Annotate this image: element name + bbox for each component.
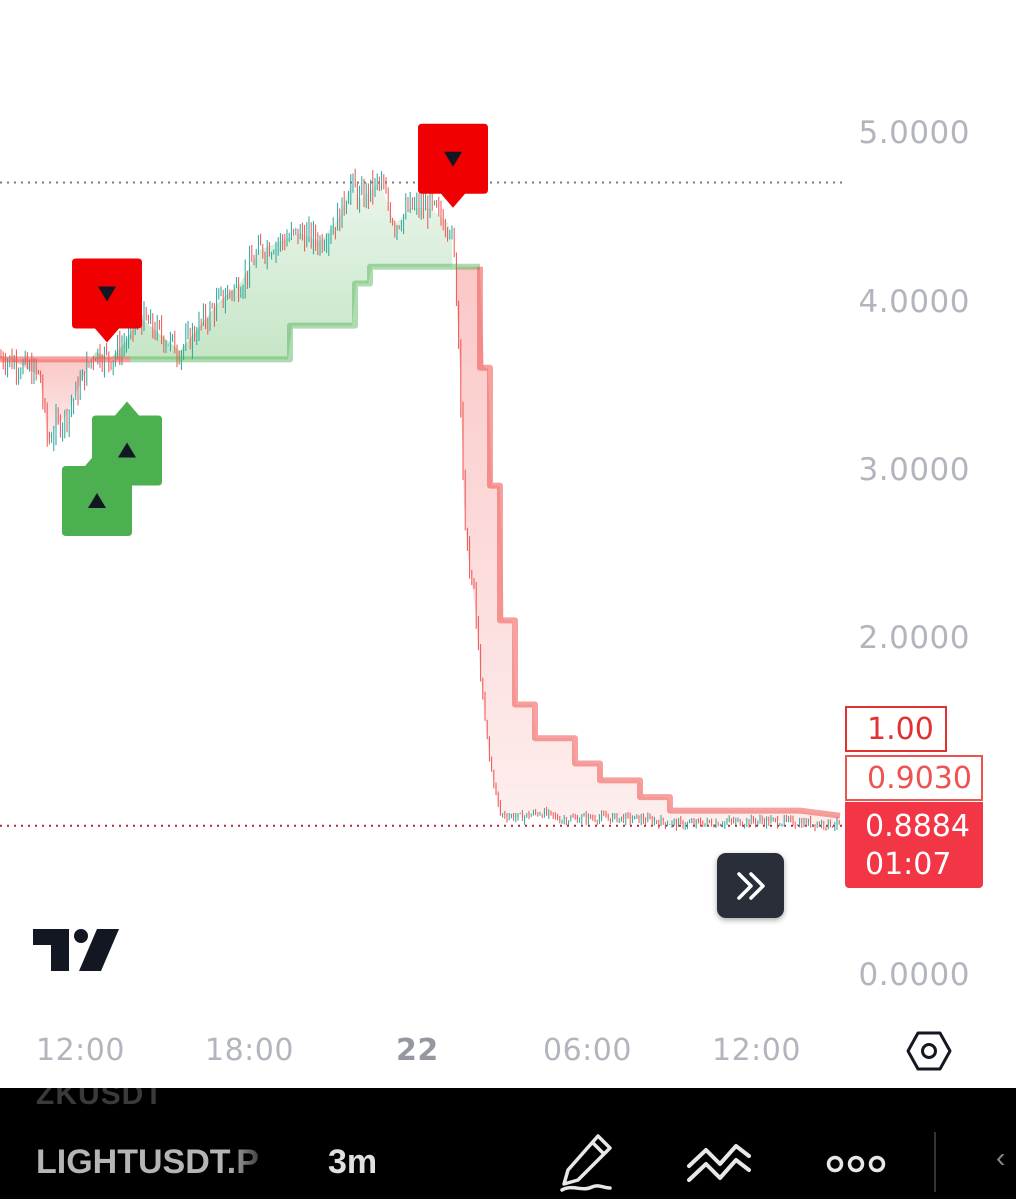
tradingview-logo-icon: [33, 925, 119, 976]
bar-countdown: 01:07: [865, 847, 952, 882]
price-label-0: 0.0000: [858, 957, 970, 993]
previous-symbol[interactable]: ZKUSDT: [36, 1088, 164, 1111]
sell-signal-marker: [72, 258, 142, 343]
alert-price-tag[interactable]: 1.00: [845, 706, 947, 752]
time-label-day-22: 22: [396, 1033, 439, 1068]
time-label-1800: 18:00: [205, 1033, 294, 1068]
interval-selector[interactable]: 3m: [328, 1143, 378, 1181]
price-label-2: 2.0000: [858, 620, 970, 656]
indicator-price-tag: 0.9030: [845, 755, 983, 801]
up-triangle-icon: [88, 492, 106, 508]
pencil-drawing-icon[interactable]: [558, 1132, 616, 1197]
chart-canvas[interactable]: [0, 0, 1016, 1088]
chevron-left-icon[interactable]: ‹: [996, 1142, 1006, 1173]
symbol-selector[interactable]: LIGHTUSDT.P: [36, 1143, 259, 1181]
time-label-0600: 06:00: [543, 1033, 632, 1068]
buy-signal-marker: [92, 401, 162, 486]
bottom-toolbar: ZKUSDT LIGHTUSDT.P 3m ‹: [0, 1088, 1016, 1199]
time-label-1200: 12:00: [36, 1033, 125, 1068]
bullish-cloud: [92, 182, 452, 360]
price-chart[interactable]: 5.0000 4.0000 3.0000 2.0000 0.0000 1.00 …: [0, 0, 1016, 1088]
indicators-icon[interactable]: [686, 1138, 752, 1191]
trend-line-bearish: [477, 266, 841, 819]
last-price-value: 0.8884: [865, 809, 970, 844]
down-triangle-icon: [98, 286, 116, 302]
more-icon[interactable]: [826, 1154, 886, 1179]
last-price-tag: 0.8884 01:07: [845, 802, 983, 888]
up-triangle-icon: [118, 442, 136, 458]
down-triangle-icon: [444, 151, 462, 167]
sell-signal-marker: [418, 123, 488, 208]
time-label-1200-b: 12:00: [712, 1033, 801, 1068]
settings-hexagon-icon[interactable]: [906, 1030, 952, 1077]
scroll-to-realtime-button[interactable]: [717, 853, 784, 918]
price-label-4: 4.0000: [858, 284, 970, 320]
toolbar-divider: [934, 1132, 936, 1192]
bearish-cloud: [456, 266, 840, 825]
bearish-cloud: [12, 359, 88, 444]
double-chevron-right-icon: [736, 871, 765, 900]
price-label-3: 3.0000: [858, 452, 970, 488]
price-label-5: 5.0000: [858, 115, 970, 151]
trend-line-bullish: [130, 263, 480, 363]
